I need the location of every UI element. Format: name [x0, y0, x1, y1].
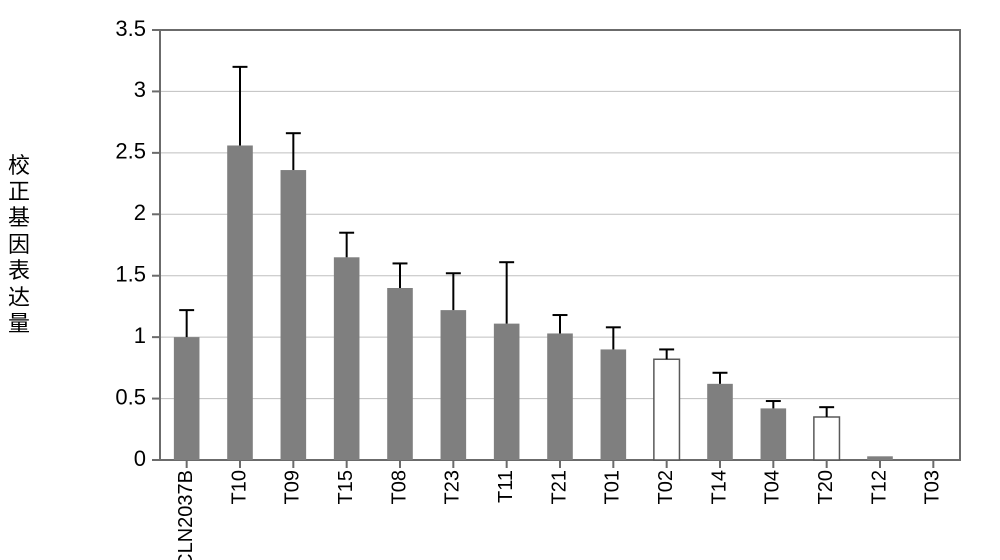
bar	[494, 324, 520, 460]
y-tick-label: 0	[134, 446, 146, 471]
x-tick-label: T01	[602, 470, 624, 504]
x-tick-label: T03	[922, 470, 944, 504]
x-tick-label: T14	[708, 470, 730, 504]
x-tick-label: T11	[495, 470, 517, 503]
x-tick-label: T23	[442, 470, 464, 504]
bar	[867, 456, 893, 460]
y-tick-label: 3.5	[115, 16, 146, 41]
x-tick-label: T12	[868, 470, 890, 504]
bar	[387, 288, 413, 460]
bar	[441, 310, 467, 460]
x-tick-label: T20	[815, 470, 837, 504]
x-tick-label: CLN2037B	[175, 470, 197, 560]
x-tick-label: T04	[762, 470, 784, 504]
x-tick-label: T21	[548, 470, 570, 504]
bar	[601, 349, 627, 460]
y-tick-label: 0.5	[115, 384, 146, 409]
x-tick-label: T08	[388, 470, 410, 504]
bar	[761, 408, 787, 460]
bar	[654, 359, 680, 460]
x-tick-label: T10	[228, 470, 250, 504]
x-tick-label: T02	[655, 470, 677, 504]
y-tick-label: 2.5	[115, 139, 146, 164]
y-tick-label: 1.5	[115, 262, 146, 287]
y-tick-label: 1	[134, 323, 146, 348]
bar	[227, 145, 253, 460]
bar	[174, 337, 200, 460]
bar	[707, 384, 733, 460]
bar	[547, 333, 573, 460]
bar-chart: 0 0.5 1 1.5 2 2.5 3 3.5 CLN2037B T10 T09 T15 T08 T23 T…	[0, 0, 1000, 560]
bar	[334, 257, 360, 460]
y-tick-label: 2	[134, 200, 146, 225]
y-tick-label: 3	[134, 77, 146, 102]
x-tick-label: T15	[335, 470, 357, 504]
y-axis-label: 校正基因表达量	[6, 153, 32, 338]
x-tick-label: T09	[282, 470, 304, 504]
bar	[281, 170, 307, 460]
bar	[814, 417, 840, 460]
